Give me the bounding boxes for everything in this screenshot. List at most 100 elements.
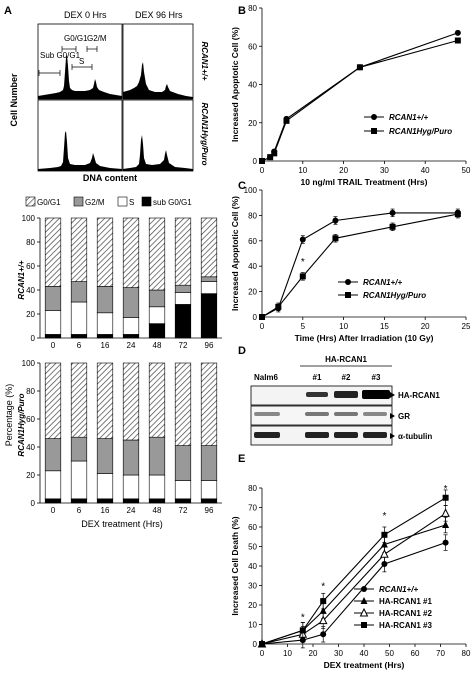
data-point — [345, 279, 351, 285]
bar-segment — [70, 281, 88, 303]
data-point — [356, 64, 363, 71]
y-tick-label: 10 — [248, 621, 257, 630]
bar-segment — [44, 310, 62, 335]
data-point — [454, 211, 461, 218]
bar-segment — [148, 306, 166, 324]
bar-segment — [96, 498, 114, 504]
data-point — [332, 217, 339, 224]
y-axis-label: Increased Apoptotic Cell (%) — [230, 196, 240, 311]
y-axis-label: Increased Apoptotic Cell (%) — [230, 27, 240, 142]
x-axis-label: DEX treatment (Hrs) — [324, 660, 405, 670]
flow-row-label-1: RCAN1Hyg/Puro — [200, 102, 209, 165]
data-point — [371, 128, 377, 134]
x-tick-label: 50 — [462, 166, 471, 175]
bar-segment — [96, 286, 114, 314]
data-point — [454, 37, 461, 44]
lane-label-0: Nalm6 — [254, 373, 279, 382]
band-label-tubulin: α-tubulin — [398, 432, 432, 441]
data-point — [320, 598, 327, 605]
x-tick-label: 80 — [462, 649, 471, 658]
panel-D-letter: D — [238, 345, 246, 357]
y-tick-label: 0 — [253, 640, 258, 649]
x-tick-label: 16 — [101, 341, 110, 350]
significance-marker: * — [321, 581, 325, 592]
lane-label-3: #3 — [372, 373, 381, 382]
data-point — [320, 631, 327, 638]
significance-marker: * — [301, 613, 305, 624]
bar-segment — [200, 293, 218, 339]
legend-label-g2m: G2/M — [85, 198, 105, 207]
bar-segment — [44, 498, 62, 504]
legend-label: RCAN1+/+ — [363, 278, 402, 287]
significance-marker: * — [391, 210, 395, 221]
y-tick-label: 100 — [22, 359, 36, 368]
flow-xlabel: DNA content — [83, 173, 137, 183]
data-point — [271, 150, 278, 157]
y-tick-label: 0 — [31, 499, 36, 508]
x-tick-label: 24 — [127, 506, 136, 515]
band — [334, 391, 358, 398]
x-tick-label: 20 — [421, 322, 430, 331]
bar-segment — [96, 334, 114, 339]
band — [306, 392, 328, 397]
bar-xlabel: DEX treatment (Hrs) — [81, 519, 163, 529]
bar-segment — [122, 217, 140, 288]
bar-segment — [122, 498, 140, 504]
legend-label: RCAN1+/+ — [379, 585, 418, 594]
data-point — [299, 273, 306, 280]
panel-C-letter: C — [238, 180, 246, 192]
bar-segment — [96, 312, 114, 335]
data-point — [441, 508, 450, 517]
x-tick-label: 25 — [462, 322, 471, 331]
bar-segment — [174, 284, 192, 293]
y-tick-label: 0 — [253, 313, 258, 322]
bar-segment — [148, 436, 166, 476]
x-tick-label: 96 — [205, 506, 214, 515]
legend-label-g0g1: G0/G1 — [37, 198, 61, 207]
y-tick-label: 60 — [26, 415, 35, 424]
western-blot: HA-RCAN1 Nalm6 #1 #2 #3 HA-RCAN1 GR α-tu… — [250, 355, 440, 446]
gate-label-g0g1: G0/G1 — [64, 34, 88, 43]
flow-row-label-0: RCAN1+/+ — [200, 41, 209, 80]
bar-segment — [174, 480, 192, 500]
band — [254, 432, 280, 438]
data-point — [442, 494, 449, 501]
data-point — [299, 236, 306, 243]
y-tick-label: 70 — [248, 504, 257, 513]
flow-histogram-wt-96h — [122, 23, 194, 100]
lane-label-1: #1 — [313, 373, 322, 382]
x-tick-label: 48 — [153, 506, 162, 515]
bar-segment — [122, 362, 140, 441]
bar-segment — [174, 304, 192, 339]
bar-row-label-0: RCAN1+/+ — [17, 260, 26, 299]
bar-segment — [174, 362, 192, 446]
stacked-bars-wt: 0 20 40 60 80 100 0 6 16 24 48 72 96 — [22, 214, 222, 350]
series-line — [261, 212, 458, 318]
y-tick-label: 20 — [248, 288, 257, 297]
data-point — [389, 209, 396, 216]
y-tick-label: 80 — [248, 484, 257, 493]
y-tick-label: 100 — [22, 214, 36, 223]
bar-segment — [70, 460, 88, 500]
bar-segment — [44, 217, 62, 287]
bar-segment — [200, 480, 218, 500]
x-tick-label: 15 — [380, 322, 389, 331]
bar-segment — [122, 474, 140, 500]
chart-C: 0 5 10 15 20 25 0 20 40 60 80 100 Time (Hrs) After I… — [230, 186, 471, 343]
x-tick-label: 16 — [101, 506, 110, 515]
data-point — [259, 158, 265, 164]
x-tick-label: 50 — [385, 649, 394, 658]
bar-segment — [200, 281, 218, 294]
y-tick-label: 60 — [248, 237, 257, 246]
bar-segment — [200, 498, 218, 504]
gate-label-g2m: G2/M — [87, 34, 107, 43]
y-tick-label: 80 — [248, 4, 257, 13]
data-point — [381, 531, 388, 538]
data-point — [318, 615, 328, 625]
x-tick-label: 0 — [260, 166, 265, 175]
y-tick-label: 30 — [248, 582, 257, 591]
x-tick-label: 0 — [260, 649, 265, 658]
data-point — [361, 622, 367, 628]
bar-segment — [148, 498, 166, 504]
